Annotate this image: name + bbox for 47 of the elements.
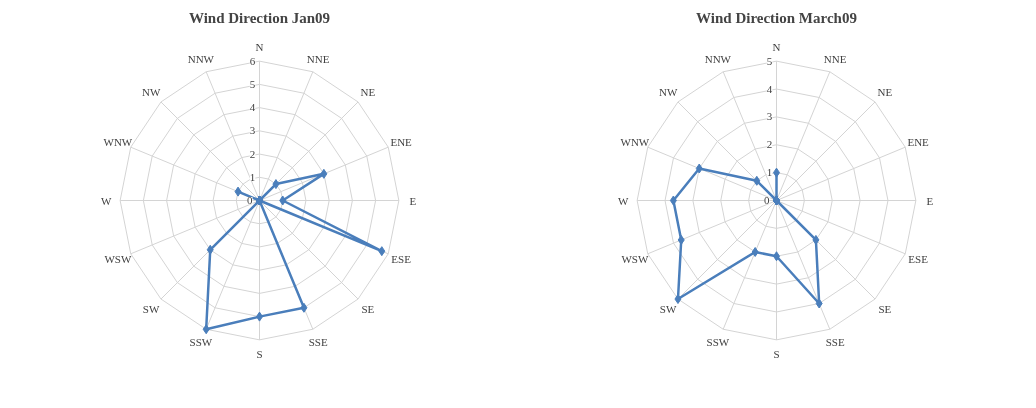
spoke-label: SSE (308, 336, 328, 349)
spoke-label: WNW (103, 135, 133, 148)
spoke-label: SSE (825, 336, 845, 349)
y-tick-label: 2 (766, 138, 773, 151)
spoke-label: WSW (621, 253, 649, 266)
spoke-label: NE (877, 86, 893, 99)
y-tick-label: 0 (247, 194, 254, 206)
spoke-label: ENE (390, 135, 413, 148)
y-tick-label: 4 (249, 101, 256, 114)
y-tick-label: 3 (766, 110, 773, 123)
y-tick-label: 5 (249, 77, 256, 90)
spoke-label: NW (141, 86, 161, 99)
spoke-label: SW (659, 302, 677, 315)
spoke-label: WSW (104, 253, 132, 266)
spoke-label: SW (142, 302, 160, 315)
spoke-label: N (255, 41, 264, 54)
spoke-label: NNE (306, 52, 330, 65)
spoke-label: E (409, 194, 417, 207)
spoke-label: S (256, 347, 263, 360)
y-tick-label: 2 (249, 147, 256, 160)
spoke-label: SE (361, 302, 375, 315)
spoke-label: ENE (907, 135, 930, 148)
spoke-label: NNW (187, 52, 215, 65)
spoke-label: NNW (704, 52, 732, 65)
spoke-label: W (101, 194, 113, 207)
y-tick-label: 6 (249, 54, 256, 67)
spoke-label: NNE (823, 52, 847, 65)
spoke-label: SSW (189, 336, 213, 349)
y-tick-label: 5 (766, 54, 773, 67)
y-tick-label: 3 (249, 124, 256, 137)
spoke-label: N (772, 41, 781, 54)
chart-title: Wind Direction Jan09 (188, 9, 331, 26)
y-tick-label: 0 (764, 194, 771, 206)
spoke-label: E (926, 194, 934, 207)
spoke-label: NE (360, 86, 376, 99)
spoke-label: SE (878, 302, 892, 315)
spoke-label: NW (658, 86, 678, 99)
spoke-label: ESE (391, 253, 412, 266)
y-tick-label: 1 (249, 170, 256, 183)
y-tick-label: 4 (766, 82, 773, 95)
spoke-label: SSW (706, 336, 730, 349)
spoke-label: WNW (620, 135, 650, 148)
spoke-label: ESE (908, 253, 929, 266)
spoke-label: S (773, 347, 780, 360)
y-tick-label: 1 (766, 166, 773, 179)
chart-title: Wind Direction March09 (696, 9, 857, 26)
spoke-label: W (618, 194, 630, 207)
